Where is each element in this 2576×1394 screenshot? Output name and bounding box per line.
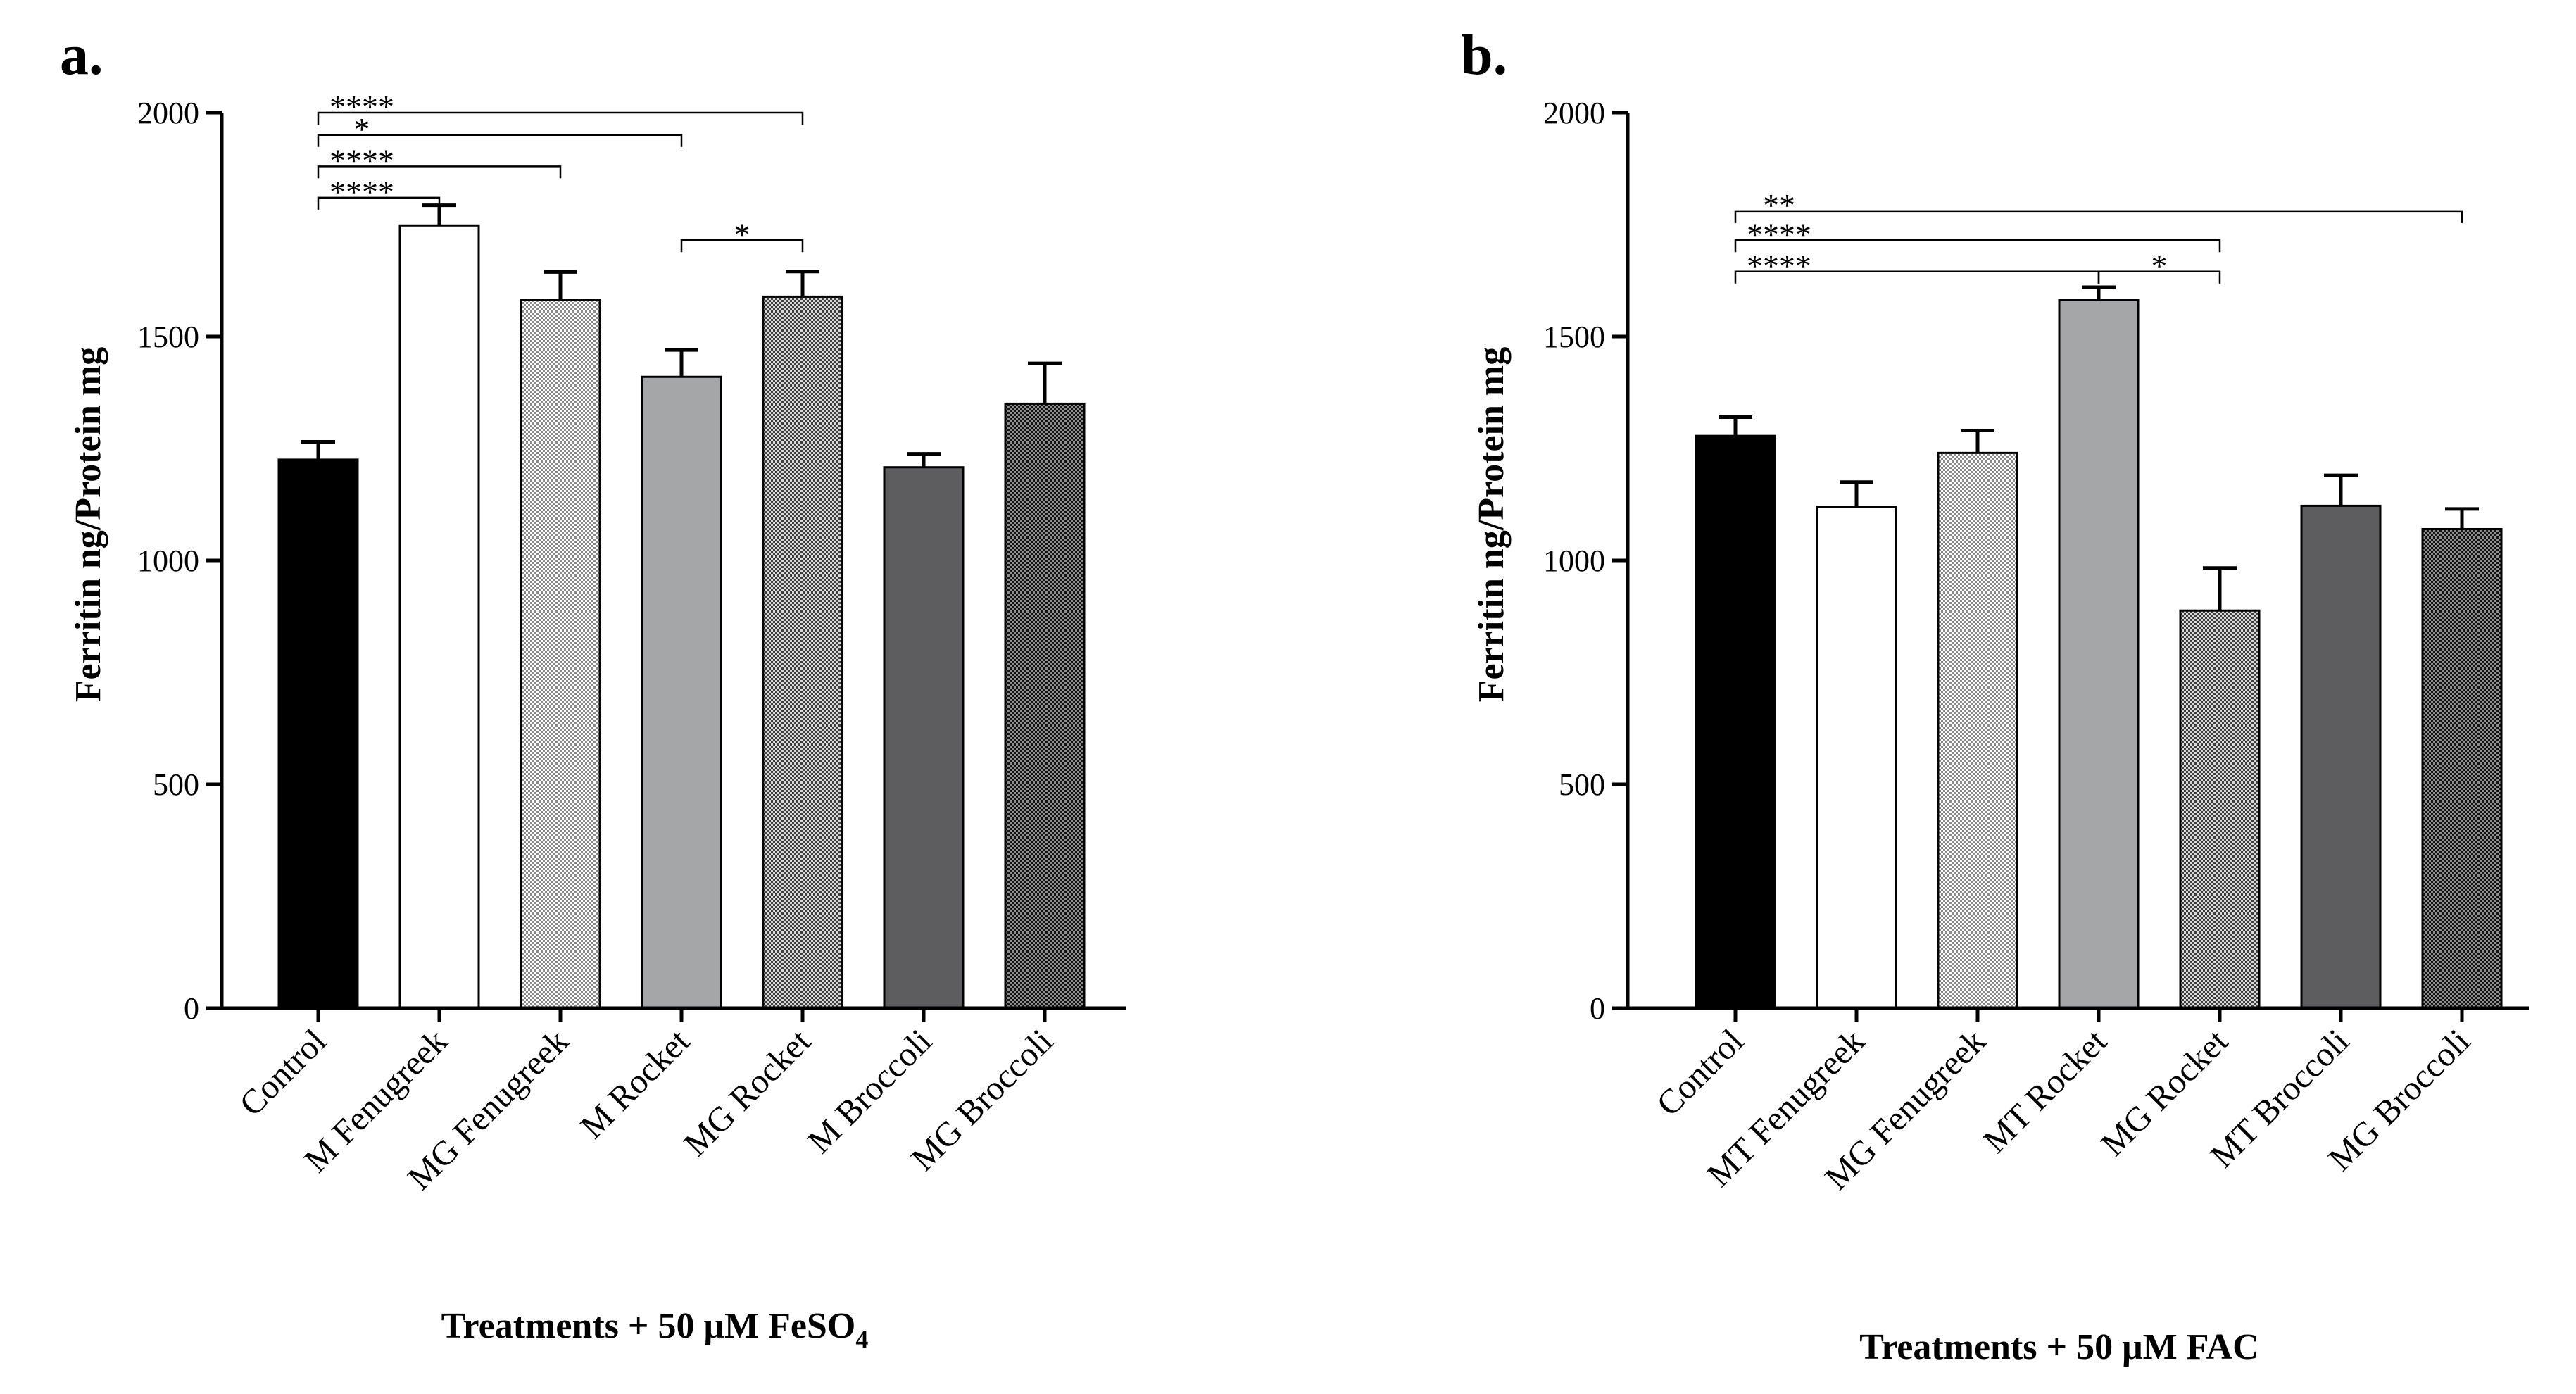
- panel-b-x-axis-title: Treatments + 50 μM FAC: [1859, 1327, 2258, 1367]
- panel-b-bar: [1816, 506, 1897, 1010]
- panel-b-significance-label: ****: [1747, 216, 1811, 252]
- panel-a-x-axis-title: Treatments + 50 μM FeSO4: [441, 1306, 869, 1353]
- panel-b-x-axis-title-main: Treatments + 50 μM FAC: [1859, 1327, 2258, 1367]
- panel-a-significance-bracket: [317, 196, 441, 210]
- panel-a-category-label: MG Rocket: [676, 1022, 818, 1164]
- panel-b-bar: [2300, 504, 2382, 1010]
- panel-a-significance-label: *: [734, 216, 750, 252]
- panel-b-significance-bracket: [1734, 239, 2221, 253]
- panel-b-significance-bracket: [1734, 210, 2463, 223]
- panel-a-letter: a.: [60, 23, 103, 87]
- panel-b-significance-label: ****: [1747, 248, 1811, 284]
- panel-a-bar: [277, 458, 359, 1010]
- panel-a-y-tick-label: 1500: [137, 320, 199, 354]
- panel-a-category-label: M Rocket: [572, 1022, 697, 1146]
- panel-b-bar: [2179, 609, 2261, 1010]
- panel-b-y-tick-label: 0: [1590, 991, 1605, 1026]
- panel-a-significance-bracket: [317, 165, 562, 179]
- panel-a-significance-label: ****: [329, 89, 394, 125]
- panel-a-bar: [398, 224, 480, 1010]
- panel-b-letter: b.: [1461, 23, 1507, 87]
- panel-b-y-tick-label: 1500: [1543, 320, 1605, 354]
- panel-a-significance-bracket: [317, 134, 683, 147]
- panel-b-bar: [2058, 299, 2140, 1010]
- panel-a-significance-label: ****: [329, 142, 394, 178]
- panel-a-x-axis-title-main: Treatments + 50 μM FeSO: [441, 1306, 856, 1346]
- panel-b-significance-label: *: [2151, 248, 2168, 284]
- panel-b: b. Ferritin ng/Protein mg Treatments + 5…: [1461, 23, 2529, 1367]
- panel-a: a. Ferritin ng/Protein mg Treatments + 5…: [60, 23, 1126, 1353]
- panel-a-significance-label: *: [354, 111, 370, 147]
- panel-a-significance-bracket: [317, 111, 804, 125]
- panel-b-bar: [2421, 527, 2503, 1010]
- panel-a-significance-bracket: [680, 239, 804, 253]
- panel-a-bar: [883, 466, 965, 1010]
- panel-b-bar: [1695, 434, 1776, 1010]
- panel-a-bar: [762, 295, 843, 1010]
- panel-b-y-tick-label: 2000: [1543, 96, 1605, 130]
- panel-a-y-tick-label: 1000: [137, 544, 199, 578]
- panel-b-significance-label: **: [1763, 187, 1795, 223]
- panel-a-bar: [641, 375, 722, 1010]
- panel-a-bar: [1004, 402, 1086, 1010]
- panel-b-significance-bracket: [2097, 270, 2221, 284]
- panel-b-category-label: MT Rocket: [1975, 1022, 2114, 1160]
- panel-a-significance-label: ****: [329, 174, 394, 210]
- panel-a-x-axis-title-subscript: 4: [855, 1325, 868, 1353]
- panel-a-bar: [520, 299, 601, 1010]
- panel-b-y-axis-title: Ferritin ng/Protein mg: [1471, 347, 1512, 703]
- panel-b-bar: [1937, 451, 2018, 1010]
- panel-a-y-tick-label: 0: [184, 991, 199, 1026]
- panel-a-y-axis-title: Ferritin ng/Protein mg: [68, 347, 108, 703]
- panel-a-category-label: Control: [232, 1022, 334, 1124]
- panel-a-y-tick-label: 500: [153, 767, 199, 802]
- panel-b-y-tick-label: 500: [1559, 767, 1605, 802]
- panel-b-category-label: Control: [1649, 1022, 1751, 1124]
- panel-a-y-tick-label: 2000: [137, 96, 199, 130]
- panel-b-y-tick-label: 1000: [1543, 544, 1605, 578]
